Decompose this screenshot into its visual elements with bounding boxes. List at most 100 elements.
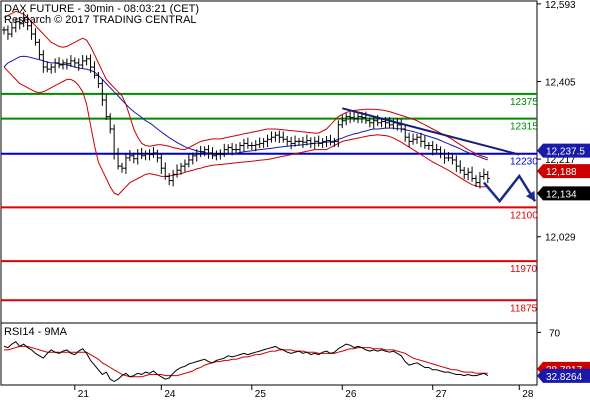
trendline-group [342, 107, 520, 156]
price-bar [399, 119, 404, 133]
rsi-line [3, 341, 489, 382]
price-bar [171, 169, 176, 187]
chart-header-line2: Research © 2017 TRADING CENTRAL [4, 14, 197, 26]
price-bar [241, 138, 246, 152]
price-y-ticks: 12,593 12,405 12,217 12,029 [537, 0, 576, 244]
price-tag-bollinger: 12,188 [537, 164, 590, 179]
price-bar [72, 57, 77, 68]
moving-average-line [3, 55, 488, 161]
price-bar [234, 143, 239, 153]
level-label-12375: 12375 [510, 97, 538, 108]
price-bar [477, 171, 482, 189]
price-bar [13, 18, 18, 33]
price-bar [5, 25, 10, 40]
price-bar [206, 145, 211, 159]
rsi-tag-rsi: 32.8264 [537, 368, 590, 383]
rsi-y-tick-label: 70 [549, 328, 561, 339]
price-bar [21, 11, 26, 28]
level-label-11970: 11970 [510, 264, 538, 275]
price-bar [88, 54, 93, 73]
price-bar [454, 155, 459, 172]
price-bar [367, 117, 372, 128]
price-bar [147, 149, 152, 161]
forecast-arrow-group [482, 173, 537, 204]
price-bar [418, 132, 423, 148]
price-bar [2, 26, 6, 35]
level-label-12315: 12315 [510, 122, 538, 133]
level-label-12100: 12100 [510, 210, 538, 221]
price-bar [230, 143, 235, 156]
price-bar [49, 63, 54, 74]
price-tag-label-price: 12,134 [546, 189, 577, 200]
price-bar [9, 22, 14, 38]
bollinger-lower-line [3, 66, 488, 196]
price-bar [485, 171, 490, 184]
price-bar [210, 147, 215, 160]
price-bar [179, 162, 183, 175]
price-bar [139, 147, 144, 160]
price-bar [120, 162, 124, 173]
price-bar [53, 58, 58, 73]
trendline [342, 107, 520, 156]
price-y-tick-label: 12,029 [545, 233, 576, 244]
price-bar [474, 175, 478, 188]
price-bar [238, 142, 242, 155]
price-bar [344, 113, 349, 126]
price-bar [96, 72, 101, 89]
price-y-tick-label: 12,217 [545, 155, 576, 166]
price-bar [198, 145, 203, 158]
price-bar [218, 149, 223, 160]
price-bar [80, 55, 85, 69]
price-bar [104, 94, 109, 120]
price-bar [143, 150, 148, 161]
x-tick-label-24: 24 [164, 389, 176, 400]
price-bar [33, 28, 38, 46]
price-bars [2, 11, 490, 189]
price-bar [442, 149, 447, 164]
price-tag-price: 12,134 [537, 186, 590, 201]
price-bar [312, 136, 317, 150]
price-bar [167, 173, 172, 186]
rsi-tags: 38.781732.8264 [537, 361, 590, 383]
bollinger-upper-line [3, 10, 488, 159]
price-tag-label-bollinger: 12,188 [546, 167, 577, 178]
price-bar [155, 149, 160, 163]
price-bar [285, 135, 290, 146]
price-tag-ma: 12,237.5 [537, 143, 590, 158]
price-y-tick-label: 12,405 [545, 78, 576, 89]
price-bar [29, 21, 34, 40]
x-tick-label-27: 27 [436, 389, 448, 400]
price-bar [265, 134, 270, 148]
x-tick-label-25: 25 [255, 389, 267, 400]
level-label-12230: 12230 [510, 157, 538, 168]
price-bar [92, 61, 97, 79]
rsi-header-label: RSI14 - 9MA [4, 326, 68, 338]
x-tick-label-28: 28 [522, 389, 534, 400]
price-y-tick-label: 12,593 [545, 0, 576, 11]
price-bar [340, 114, 345, 129]
price-bar [190, 152, 195, 165]
price-bar [356, 113, 360, 124]
price-bar [123, 153, 128, 174]
price-bar [422, 135, 427, 149]
price-bar [289, 136, 294, 150]
price-bar [352, 111, 357, 122]
price-bar [446, 152, 451, 162]
price-bar [415, 133, 419, 144]
price-bar [127, 150, 132, 162]
price-bar [226, 144, 231, 155]
price-bar [293, 135, 298, 147]
price-tag-label-ma: 12,237.5 [546, 147, 585, 158]
price-bar [470, 166, 475, 182]
x-tick-label-21: 21 [78, 389, 90, 400]
price-tags: 12,237.5 12,188 12,134 [537, 143, 590, 201]
price-bar [332, 138, 337, 147]
price-bar [324, 135, 329, 148]
price-bar [41, 50, 46, 73]
price-bar [466, 167, 471, 181]
price-bar [57, 57, 62, 69]
price-bar [450, 154, 455, 165]
forecast-arrow [482, 173, 537, 204]
price-bar [438, 146, 443, 159]
price-bar [182, 159, 187, 172]
